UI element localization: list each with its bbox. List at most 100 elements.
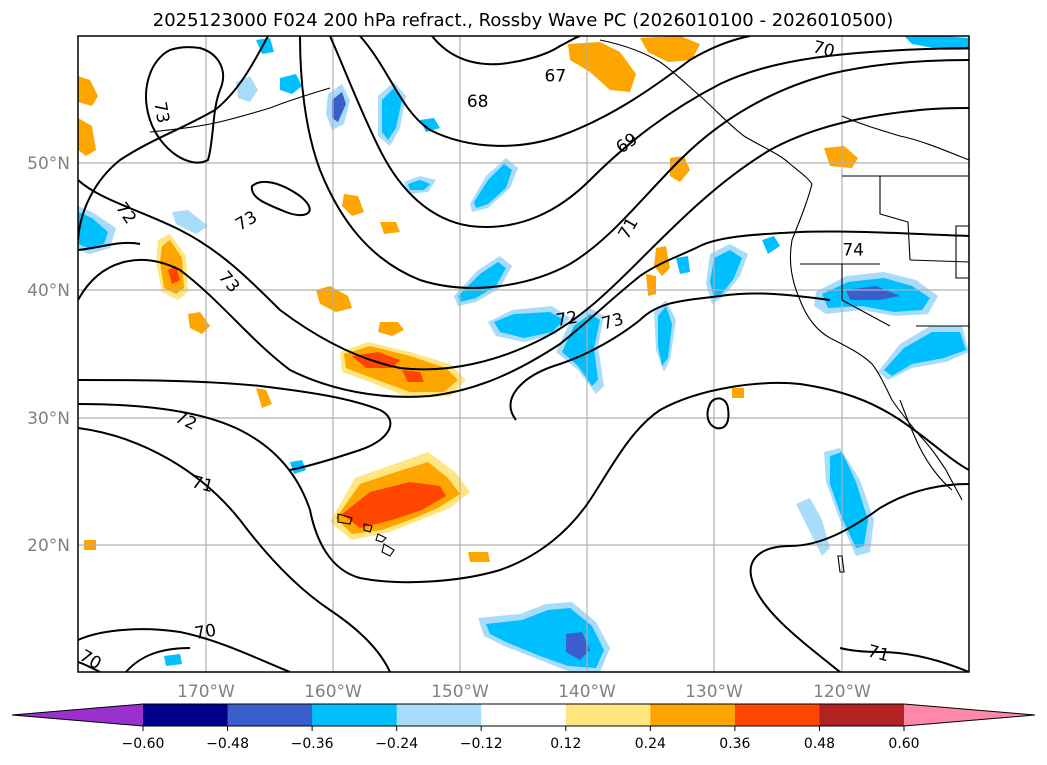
colorbar-segment <box>227 704 313 726</box>
coastline <box>599 39 813 185</box>
contour-line <box>145 46 225 164</box>
lon-tick-label: 120°W <box>813 682 871 702</box>
lon-tick-label: 150°W <box>431 682 489 702</box>
lon-tick-label: 140°W <box>558 682 616 702</box>
negative-anomaly-area <box>904 36 969 50</box>
colorbar-tick-label: −0.36 <box>291 736 334 752</box>
negative-anomaly-area <box>382 88 402 140</box>
negative-anomaly-area <box>658 306 672 366</box>
colorbar-tick-label: 0.48 <box>804 736 835 752</box>
contour-line <box>706 397 730 430</box>
contour-label: 67 <box>545 66 567 86</box>
coastline <box>375 533 387 543</box>
colorbar-tick-label: 0.12 <box>550 736 581 752</box>
contour-lines <box>78 36 969 672</box>
longitude-axis: 170°W 160°W 150°W 140°W 130°W 120°W <box>177 682 871 702</box>
lon-tick-label: 160°W <box>304 682 362 702</box>
contour-line <box>78 241 141 251</box>
coastline <box>363 523 373 533</box>
colorbar-tick-label: −0.48 <box>206 736 249 752</box>
colorbar-tick-label: 0.36 <box>719 736 750 752</box>
negative-anomaly-area <box>710 250 742 298</box>
contour-label: 70 <box>193 621 218 644</box>
lat-tick-label: 20°N <box>27 536 70 556</box>
negative-anomaly-area <box>332 92 346 122</box>
negative-anomaly-area <box>762 236 780 254</box>
colorbar-tick-label: −0.60 <box>122 736 165 752</box>
positive-anomaly-area <box>654 246 670 276</box>
positive-anomaly-area <box>640 36 700 62</box>
coastline <box>381 543 395 557</box>
contour-label: 73 <box>149 100 172 125</box>
negative-anomaly-area <box>458 262 506 302</box>
colorbar-segment <box>396 704 482 726</box>
contour-line <box>78 628 291 672</box>
colorbar-tick-label: −0.12 <box>460 736 503 752</box>
colorbar-segment <box>312 704 398 726</box>
negative-anomaly-area <box>494 312 564 338</box>
negative-anomaly-area <box>172 210 208 234</box>
negative-anomaly-area <box>408 180 430 190</box>
positive-anomaly-area <box>378 322 404 336</box>
negative-anomaly-area <box>562 314 600 386</box>
contour-line <box>749 483 969 672</box>
contour-label: 74 <box>842 241 864 261</box>
negative-anomaly-area <box>420 118 440 132</box>
contour-line <box>250 180 311 217</box>
positive-anomaly-area <box>168 266 180 284</box>
colorbar-segment <box>143 704 229 726</box>
negative-anomaly-area <box>676 256 690 274</box>
map-title: 2025123000 F024 200 hPa refract., Rossby… <box>153 10 894 31</box>
negative-anomaly-area <box>164 654 182 666</box>
contour-line <box>78 379 392 471</box>
colorbar-segment <box>650 704 736 726</box>
colorbar: −0.60 −0.48 −0.36 −0.24 −0.12 0.12 0.24 0.36 0.4… <box>11 703 1036 752</box>
shading-layer <box>78 36 969 672</box>
colorbar-tick-label: −0.24 <box>375 736 418 752</box>
coastline <box>879 176 911 261</box>
positive-anomaly-area <box>402 370 424 382</box>
latitude-axis: 50°N 40°N 30°N 20°N <box>27 154 70 556</box>
contour-line <box>359 36 751 147</box>
lon-tick-label: 170°W <box>177 682 235 702</box>
contour-line <box>78 107 969 371</box>
positive-anomaly-area <box>78 76 98 106</box>
positive-anomaly-area <box>188 312 210 334</box>
contour-line <box>78 382 969 584</box>
coastline <box>955 225 969 279</box>
colorbar-under-extension <box>12 704 143 726</box>
contour-line <box>125 647 191 672</box>
contour-line <box>78 230 969 398</box>
contour-label: 72 <box>555 308 580 331</box>
contour-line <box>329 36 969 228</box>
negative-anomaly-area <box>280 74 302 94</box>
negative-anomaly-area <box>78 212 108 248</box>
positive-anomaly-area <box>342 482 446 528</box>
colorbar-over-extension <box>904 704 1035 726</box>
coastline <box>841 115 969 161</box>
positive-anomaly-area <box>342 194 364 216</box>
colorbar-segment <box>734 704 820 726</box>
coastline <box>841 264 891 327</box>
positive-anomaly-area <box>316 286 352 312</box>
negative-anomaly-area <box>830 452 868 548</box>
contour-line <box>299 36 969 289</box>
contour-line <box>78 427 391 672</box>
colorbar-segment <box>565 704 651 726</box>
negative-anomaly-area <box>290 460 306 474</box>
positive-anomaly-area <box>568 42 636 92</box>
contour-line <box>78 36 269 241</box>
colorbar-segment <box>819 704 905 726</box>
positive-anomaly-area <box>78 118 96 156</box>
lat-tick-label: 40°N <box>27 281 70 301</box>
contour-line <box>839 647 969 672</box>
negative-anomaly-area <box>474 164 512 208</box>
contour-line <box>78 661 101 672</box>
coastline <box>837 555 845 573</box>
positive-anomaly-area <box>256 388 272 408</box>
coastline <box>909 259 969 263</box>
negative-anomaly-area <box>566 632 590 660</box>
coastline <box>337 513 353 525</box>
lat-tick-label: 50°N <box>27 154 70 174</box>
